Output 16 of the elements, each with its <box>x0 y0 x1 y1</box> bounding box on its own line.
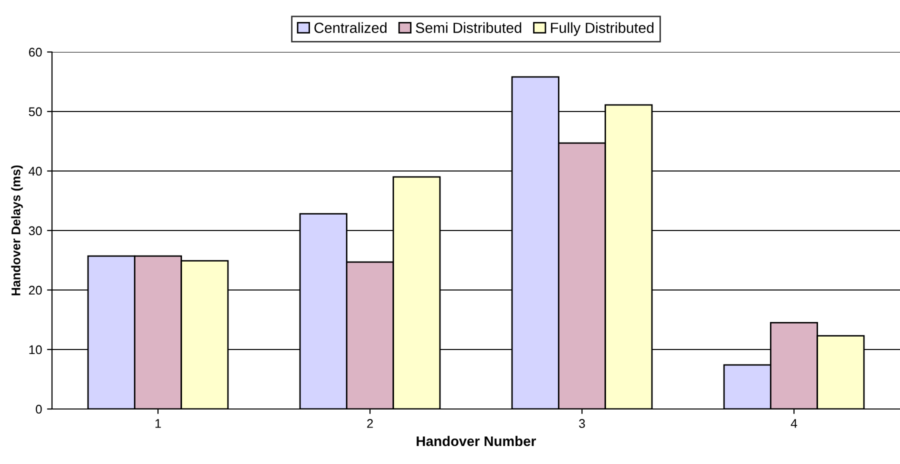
y-tick-label: 30 <box>28 226 42 236</box>
y-tick-label: 10 <box>29 345 42 354</box>
y-tick-label: 60 <box>29 48 42 57</box>
legend-label: Semi Distributed <box>416 22 522 33</box>
x-tick-label: 4 <box>790 419 798 428</box>
legend-label: Fully Distributed <box>551 22 654 36</box>
legend-label: Centralized <box>314 22 386 33</box>
y-tick-label: 40 <box>28 166 42 176</box>
y-axis-title: Handover Delays (ms) <box>11 165 23 296</box>
x-tick-label: 2 <box>367 419 373 428</box>
x-axis-title: Handover Number <box>416 436 536 446</box>
x-tick-label: 1 <box>155 419 161 428</box>
x-tick-label: 3 <box>579 419 585 428</box>
y-tick-label: 50 <box>28 107 42 116</box>
y-tick-label: 20 <box>29 286 42 295</box>
y-tick-label: 0 <box>36 404 42 414</box>
